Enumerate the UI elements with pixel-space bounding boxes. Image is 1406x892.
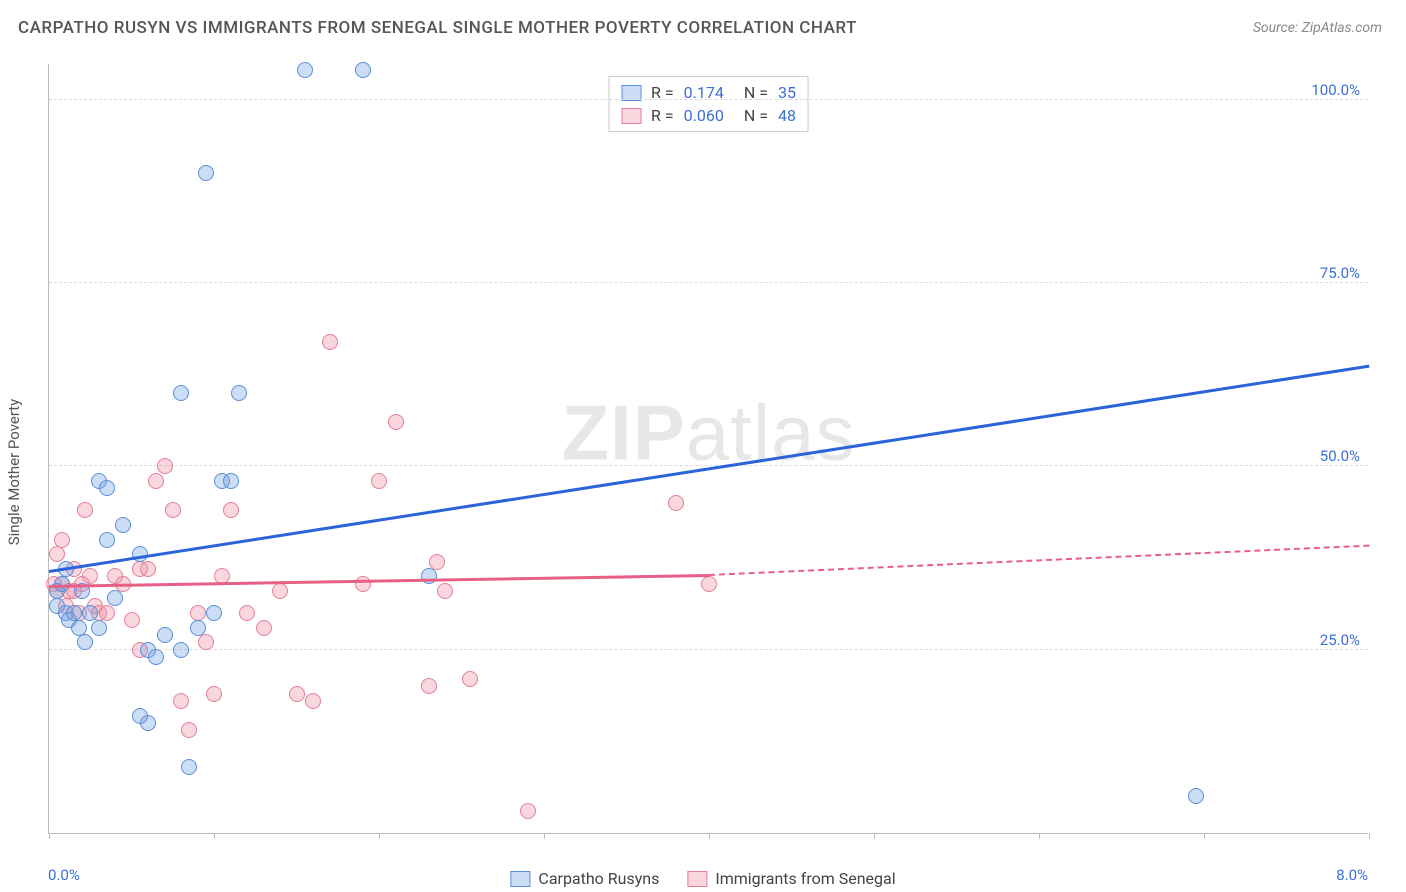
scatter-point-b — [206, 686, 222, 702]
scatter-point-a — [107, 590, 123, 606]
scatter-point-b — [124, 612, 140, 628]
scatter-point-a — [148, 649, 164, 665]
scatter-point-a — [71, 620, 87, 636]
scatter-point-a — [82, 605, 98, 621]
scatter-point-b — [437, 583, 453, 599]
legend-item-b: Immigrants from Senegal — [687, 869, 895, 888]
gridline — [49, 99, 1368, 100]
scatter-point-a — [223, 473, 239, 489]
watermark-rest: atlas — [686, 389, 856, 477]
scatter-point-b — [223, 502, 239, 518]
scatter-point-b — [77, 502, 93, 518]
scatter-point-b — [239, 605, 255, 621]
scatter-point-b — [322, 334, 338, 350]
gridline — [49, 465, 1368, 466]
x-min-label: 0.0% — [48, 866, 80, 884]
stats-row-a: R = 0.174 N = 35 — [621, 81, 796, 104]
scatter-point-a — [181, 759, 197, 775]
scatter-point-b — [82, 568, 98, 584]
scatter-point-b — [701, 576, 717, 592]
xtick — [1204, 833, 1205, 839]
legend-swatch-b — [687, 871, 707, 887]
y-axis-label: Single Mother Poverty — [5, 399, 23, 546]
source-label: Source: ZipAtlas.com — [1253, 20, 1382, 36]
xtick — [49, 833, 50, 839]
scatter-point-b — [165, 502, 181, 518]
gridline — [49, 282, 1368, 283]
ytick-label: 50.0% — [1320, 447, 1360, 465]
gridline — [49, 649, 1368, 650]
scatter-point-b — [181, 722, 197, 738]
watermark-bold: ZIP — [561, 389, 685, 477]
scatter-point-a — [173, 385, 189, 401]
xtick — [874, 833, 875, 839]
scatter-point-b — [148, 473, 164, 489]
xtick — [709, 833, 710, 839]
scatter-point-b — [99, 605, 115, 621]
scatter-point-b — [462, 671, 478, 687]
scatter-point-a — [190, 620, 206, 636]
legend-label-a: Carpatho Rusyns — [538, 869, 659, 888]
xtick — [214, 833, 215, 839]
scatter-point-a — [206, 605, 222, 621]
stat-N-label: N = — [744, 106, 768, 125]
stats-row-b: R = 0.060 N = 48 — [621, 104, 796, 127]
scatter-point-b — [355, 576, 371, 592]
scatter-point-b — [272, 583, 288, 599]
scatter-point-a — [99, 480, 115, 496]
xtick — [1039, 833, 1040, 839]
scatter-point-b — [54, 532, 70, 548]
stat-N-b: 48 — [778, 106, 796, 125]
scatter-point-a — [198, 165, 214, 181]
scatter-point-a — [421, 568, 437, 584]
xtick — [544, 833, 545, 839]
swatch-b — [621, 108, 641, 124]
ytick-label: 75.0% — [1320, 264, 1360, 282]
x-max-label: 8.0% — [1336, 866, 1368, 884]
scatter-point-a — [157, 627, 173, 643]
scatter-point-a — [66, 605, 82, 621]
scatter-point-a — [231, 385, 247, 401]
trend-line — [709, 544, 1369, 575]
scatter-point-a — [99, 532, 115, 548]
bottom-legend: Carpatho Rusyns Immigrants from Senegal — [510, 869, 895, 888]
scatter-point-b — [256, 620, 272, 636]
scatter-point-b — [173, 693, 189, 709]
scatter-point-a — [355, 62, 371, 78]
scatter-point-b — [429, 554, 445, 570]
scatter-point-a — [115, 517, 131, 533]
ytick-label: 25.0% — [1320, 631, 1360, 649]
legend-item-a: Carpatho Rusyns — [510, 869, 659, 888]
scatter-point-a — [173, 642, 189, 658]
legend-swatch-a — [510, 871, 530, 887]
scatter-point-b — [421, 678, 437, 694]
trend-line — [49, 365, 1369, 573]
scatter-point-a — [91, 620, 107, 636]
scatter-point-b — [157, 458, 173, 474]
scatter-point-a — [77, 634, 93, 650]
scatter-point-a — [132, 708, 148, 724]
scatter-point-b — [668, 495, 684, 511]
scatter-point-b — [190, 605, 206, 621]
scatter-point-b — [520, 803, 536, 819]
stat-R-b: 0.060 — [684, 106, 724, 125]
scatter-point-b — [371, 473, 387, 489]
scatter-point-b — [305, 693, 321, 709]
legend-label-b: Immigrants from Senegal — [715, 869, 895, 888]
stats-legend: R = 0.174 N = 35 R = 0.060 N = 48 — [608, 76, 809, 132]
scatter-point-a — [297, 62, 313, 78]
scatter-point-b — [140, 561, 156, 577]
ytick-label: 100.0% — [1311, 81, 1360, 99]
scatter-point-b — [388, 414, 404, 430]
chart-container: Single Mother Poverty ZIPatlas R = 0.174… — [0, 52, 1406, 892]
scatter-point-b — [49, 546, 65, 562]
stat-R-label: R = — [651, 106, 674, 125]
xtick — [379, 833, 380, 839]
scatter-point-b — [198, 634, 214, 650]
plot-area: ZIPatlas R = 0.174 N = 35 R = 0.060 N = … — [48, 64, 1368, 834]
xtick — [1369, 833, 1370, 839]
scatter-point-a — [1188, 788, 1204, 804]
scatter-point-b — [289, 686, 305, 702]
chart-title: CARPATHO RUSYN VS IMMIGRANTS FROM SENEGA… — [18, 18, 857, 38]
